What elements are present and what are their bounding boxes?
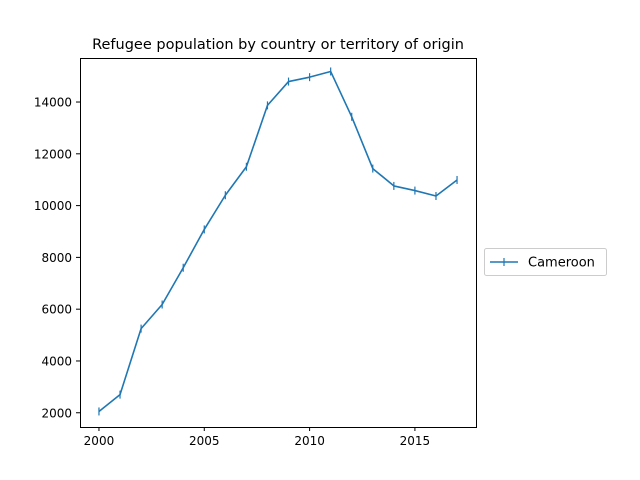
plot-frame xyxy=(80,58,477,428)
x-tick-label: 2000 xyxy=(84,434,115,448)
chart-title: Refugee population by country or territo… xyxy=(92,37,464,53)
y-axis: 2000 4000 6000 8000 10000 12000 14000 xyxy=(34,96,80,420)
y-tick-label: 12000 xyxy=(34,147,72,161)
y-tick-label: 2000 xyxy=(41,406,72,420)
x-tick-label: 2010 xyxy=(294,434,325,448)
legend-box xyxy=(484,248,607,276)
y-tick-label: 4000 xyxy=(41,354,72,368)
x-tick-label: 2005 xyxy=(189,434,220,448)
y-tick-label: 14000 xyxy=(34,96,72,110)
y-tick-label: 6000 xyxy=(41,303,72,317)
series-line-cameroon xyxy=(98,70,458,413)
x-tick-label: 2015 xyxy=(400,434,431,448)
x-axis: 2000 2005 2010 2015 xyxy=(84,427,431,448)
legend: Cameroon xyxy=(484,248,607,276)
plot-area xyxy=(98,67,458,416)
y-tick-label: 10000 xyxy=(34,199,72,213)
y-tick-label: 8000 xyxy=(41,251,72,265)
legend-label: Cameroon xyxy=(528,256,595,271)
